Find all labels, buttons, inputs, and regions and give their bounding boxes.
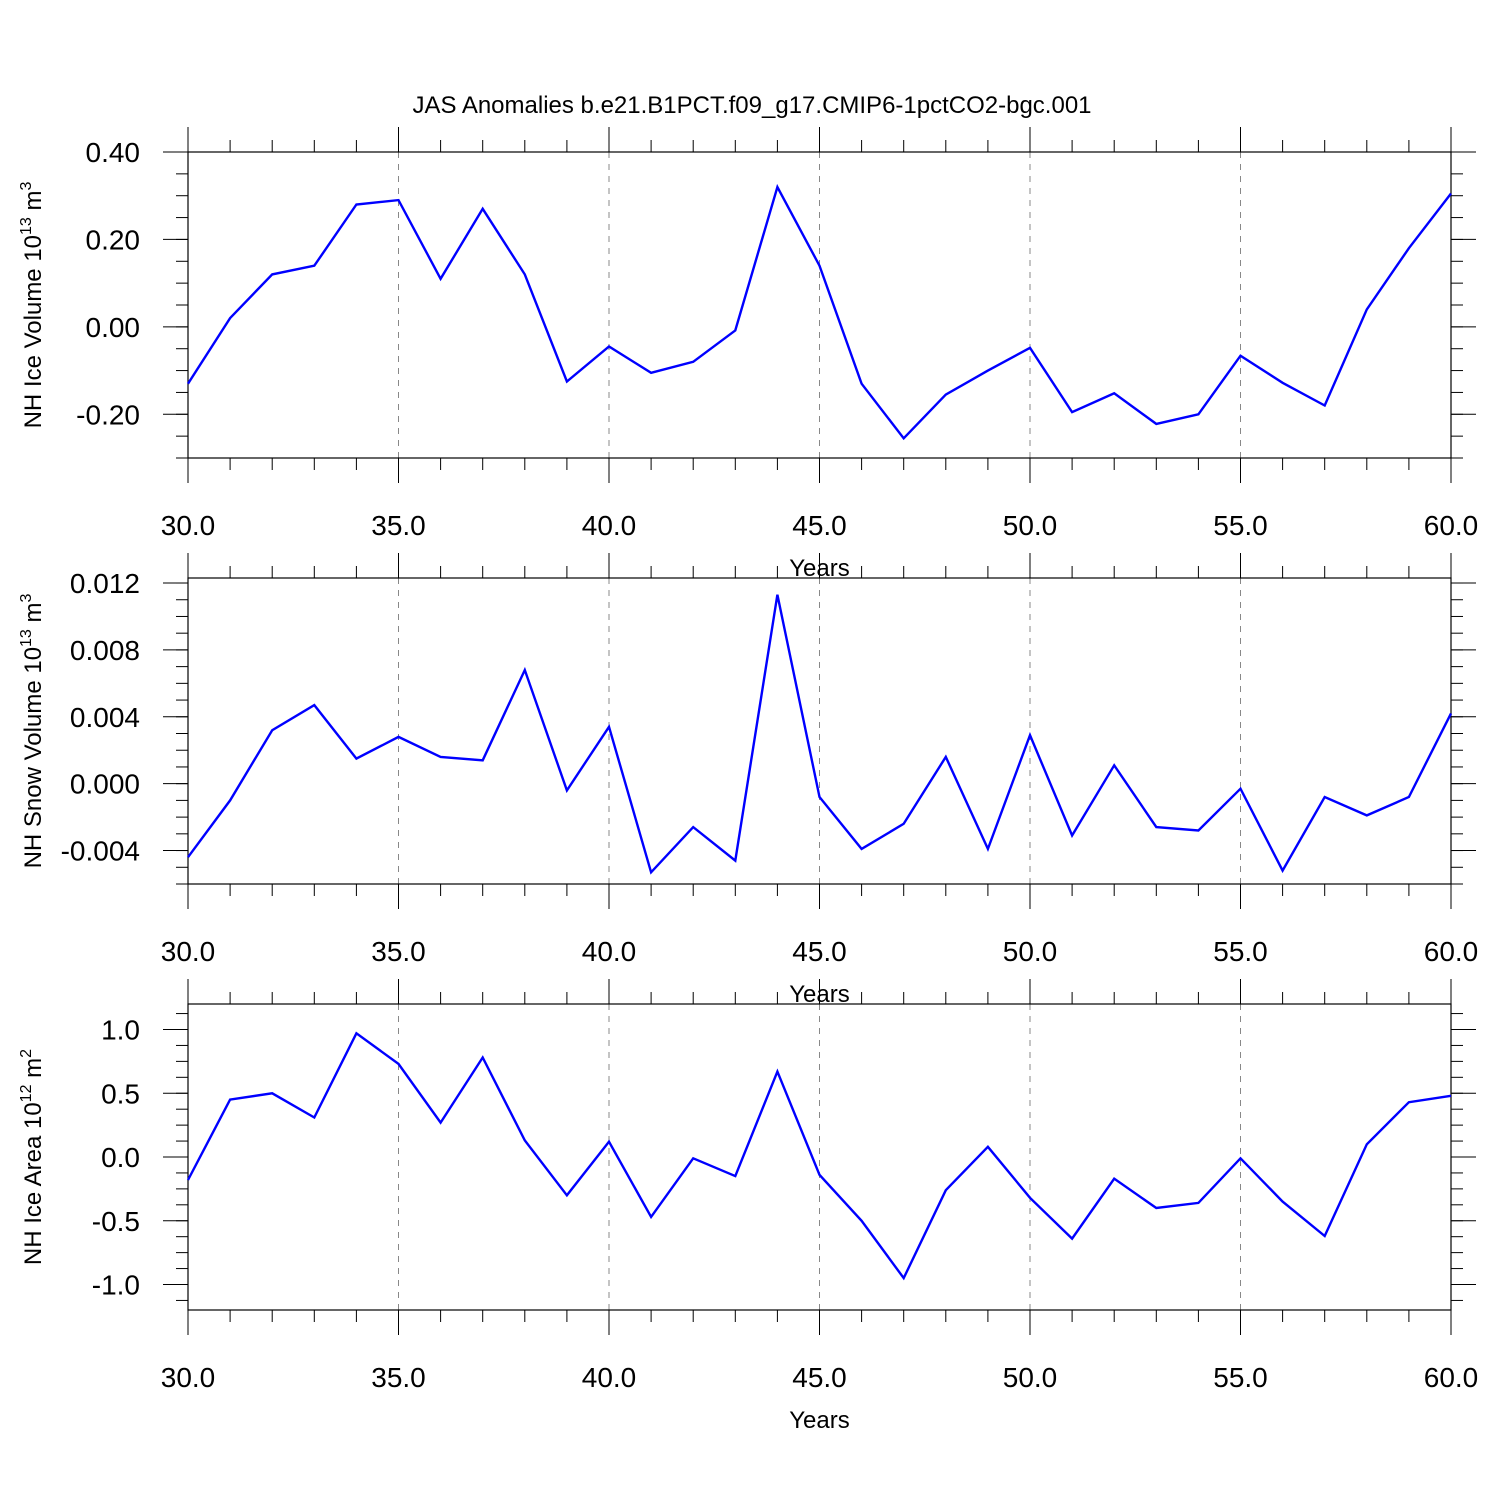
y-tick-label: -0.004 (61, 836, 140, 867)
y-axis-title: NH Snow Volume 1013 m3 (18, 593, 47, 868)
x-axis-title: Years (789, 1407, 850, 1434)
y-tick-label: -1.0 (92, 1270, 140, 1301)
y-tick-label: 0.004 (70, 702, 140, 733)
x-tick-label: 60.0 (1424, 510, 1479, 541)
x-tick-label: 45.0 (792, 510, 847, 541)
chart-panels: 0.40 0.20 0.00 -0.20 30.0 35.0 40.0 45.0 50.0 55.… (18, 127, 1478, 1434)
series-line (186, 183, 1452, 441)
x-tick-label: 40.0 (582, 1362, 637, 1393)
y-tick-label: 0.20 (86, 224, 141, 255)
y-tick-label: 0.00 (86, 312, 141, 343)
x-tick-label: 35.0 (371, 1362, 426, 1393)
x-tick-label: 45.0 (792, 1362, 847, 1393)
panel-1: 0.40 0.20 0.00 -0.20 30.0 35.0 40.0 45.0 50.0 55.… (18, 127, 1478, 582)
series-line (186, 1031, 1452, 1281)
x-tick-label: 50.0 (1003, 1362, 1058, 1393)
x-tick-label: 55.0 (1213, 1362, 1268, 1393)
y-tick-label: -0.5 (92, 1206, 140, 1237)
y-tick-label: 0.40 (86, 137, 141, 168)
x-tick-label: 30.0 (161, 936, 216, 967)
x-tick-label: 30.0 (161, 510, 216, 541)
panel-2: 0.012 0.008 0.004 0.000 -0.004 30.0 35.0 40.0 45… (18, 553, 1478, 1008)
y-tick-label: 0.008 (70, 635, 140, 666)
y-tick-label: 0.000 (70, 769, 140, 800)
x-tick-label: 50.0 (1003, 510, 1058, 541)
x-tick-label: 55.0 (1213, 510, 1268, 541)
plot-frame (187, 151, 1452, 459)
chart-title: JAS Anomalies b.e21.B1PCT.f09_g17.CMIP6-… (412, 92, 1091, 119)
x-tick-label: 30.0 (161, 1362, 216, 1393)
x-tick-label: 35.0 (371, 936, 426, 967)
x-tick-label: 50.0 (1003, 936, 1058, 967)
y-axis-title: NH Ice Area 1012 m2 (18, 1049, 47, 1265)
series-line (187, 594, 1453, 875)
y-tick-label: 0.012 (70, 568, 140, 599)
x-tick-label: 60.0 (1424, 1362, 1479, 1393)
panel-3: 1.0 0.5 0.0 -0.5 -1.0 30.0 35.0 40.0 45.0 50.0 55.… (18, 979, 1478, 1434)
y-tick-label: 0.5 (101, 1078, 140, 1109)
plot-frame (187, 577, 1452, 885)
y-tick-label: 0.0 (101, 1142, 140, 1173)
y-tick-label: 1.0 (101, 1015, 140, 1046)
x-tick-label: 45.0 (792, 936, 847, 967)
y-tick-label: -0.20 (76, 399, 140, 430)
x-tick-label: 60.0 (1424, 936, 1479, 967)
x-tick-label: 40.0 (582, 936, 637, 967)
x-tick-label: 35.0 (371, 510, 426, 541)
x-tick-label: 55.0 (1213, 936, 1268, 967)
x-tick-label: 40.0 (582, 510, 637, 541)
y-axis-title: NH Ice Volume 1013 m3 (18, 182, 47, 429)
